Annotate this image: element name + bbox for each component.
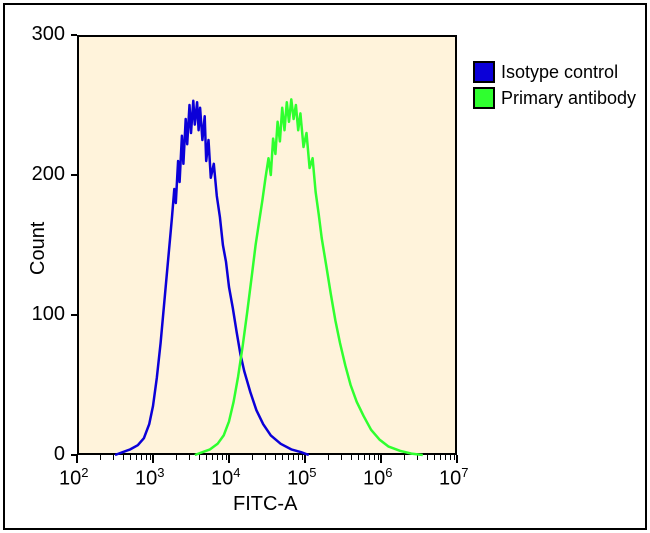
x-tick-label: 107 [439,465,468,491]
plot-area [77,35,457,455]
figure-border: 0 100 200 300 102 103 104 105 106 107 Count FITC… [3,3,647,530]
legend-label: Isotype control [501,62,618,83]
y-tick-label: 0 [54,443,65,466]
x-tick-label: 105 [287,465,316,491]
y-axis-label: Count [27,222,50,275]
x-axis-label: FITC-A [233,493,297,516]
legend-swatch [473,61,495,83]
legend-swatch [473,87,495,109]
x-tick-label: 106 [363,465,392,491]
y-tick-label: 200 [32,163,65,186]
x-tick-label: 103 [135,465,164,491]
y-tick-label: 100 [32,303,65,326]
x-tick-label: 102 [59,465,88,491]
y-tick-label: 300 [32,23,65,46]
legend-label: Primary antibody [501,88,636,109]
x-tick-label: 104 [211,465,240,491]
